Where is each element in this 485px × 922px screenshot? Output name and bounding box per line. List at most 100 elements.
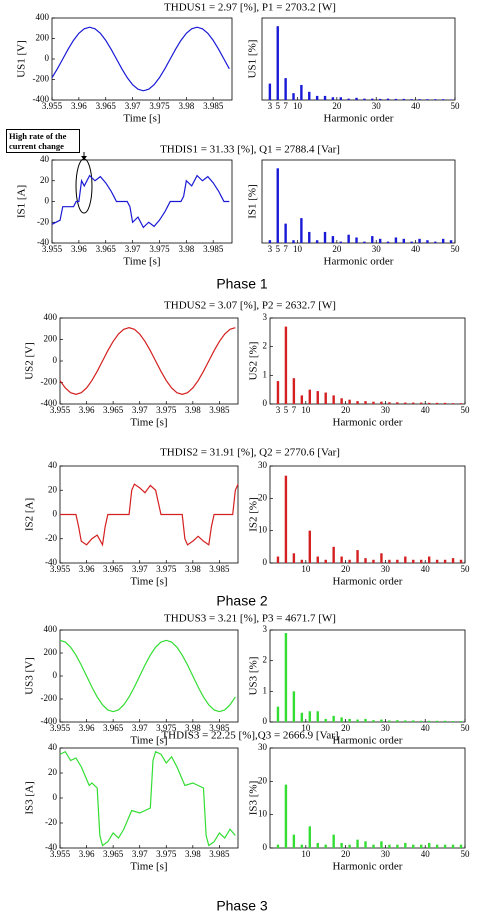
harmonic-bar	[339, 97, 342, 100]
harmonic-bar	[388, 402, 391, 404]
x-tick-label: 50	[461, 723, 471, 733]
harmonic-bar	[355, 97, 358, 100]
row-title: THDIS1 = 31.33 [%], Q1 = 2788.4 [Var]	[160, 144, 340, 156]
harmonic-bar	[386, 241, 390, 243]
harmonic-bar	[339, 241, 342, 243]
x-tick-label: 40	[411, 101, 421, 111]
x-tick-label: 3	[268, 244, 273, 254]
y-axis-label: IS1 [A]	[16, 185, 28, 218]
x-tick-label: 3.955	[50, 405, 71, 415]
y-tick-label: -40	[45, 842, 57, 852]
y-tick-label: 30	[258, 460, 268, 470]
plot-frame	[269, 317, 466, 405]
harmonic-bar	[292, 553, 296, 563]
x-tick-label: 20	[341, 849, 351, 859]
y-axis-label: IS2 [%]	[248, 497, 260, 532]
harmonic-bar	[300, 844, 304, 848]
harmonic-bar	[276, 26, 279, 101]
harmonic-bar	[324, 718, 327, 722]
harmonic-bar	[308, 389, 311, 404]
y-tick-label: -20	[45, 533, 57, 543]
y-axis-label: IS3 [%]	[248, 781, 260, 816]
plot-frame	[59, 465, 239, 564]
harmonic-bar	[394, 237, 398, 243]
y-tick-label: 20	[258, 775, 268, 785]
y-tick-label: 0	[263, 842, 268, 852]
harmonic-bar	[380, 401, 383, 404]
x-tick-label: 3.97	[132, 564, 148, 574]
harmonic-bar	[459, 403, 463, 404]
x-tick-label: 3.965	[103, 723, 124, 733]
y-tick-label: 0	[263, 557, 268, 567]
harmonic-bar	[388, 844, 391, 848]
x-tick-label: 40	[411, 244, 421, 254]
harmonic-bar	[292, 691, 296, 722]
y-tick-label: 200	[36, 33, 50, 43]
harmonic-bar	[364, 558, 367, 563]
x-tick-label: 3.97	[132, 723, 148, 733]
x-tick-label: 7	[283, 101, 288, 111]
harmonic-bar	[427, 402, 431, 404]
x-tick-label: 3.955	[42, 101, 63, 111]
y-axis-label: US3 [%]	[248, 657, 260, 696]
harmonic-bar	[356, 401, 359, 404]
x-tick-label: 50	[461, 405, 471, 415]
y-tick-label: -40	[45, 557, 57, 567]
harmonic-bar	[284, 223, 287, 243]
harmonic-bar	[300, 218, 303, 243]
y-tick-label: 3	[263, 312, 268, 322]
harmonic-bar	[332, 715, 335, 722]
row-title: THDUS3 = 3.21 [%], P3 = 4671.7 [W]	[164, 613, 336, 625]
x-tick-label: 3.98	[185, 849, 201, 859]
y-axis-label: US2 [V]	[24, 342, 36, 380]
harmonic-bar	[372, 720, 375, 722]
x-tick-label: 3.965	[103, 405, 124, 415]
harmonic-bar	[380, 841, 383, 848]
harmonic-bar	[402, 238, 405, 243]
x-tick-label: 3.975	[156, 564, 177, 574]
y-tick-label: 400	[36, 12, 50, 22]
harmonic-bar	[308, 231, 311, 243]
x-tick-label: 30	[372, 101, 382, 111]
harmonic-bar	[420, 720, 423, 722]
harmonic-bar	[308, 826, 311, 848]
harmonic-bar	[426, 99, 429, 100]
y-tick-label: 0	[53, 792, 58, 802]
x-tick-label: 3.975	[156, 405, 177, 415]
y-tick-label: 200	[44, 647, 58, 657]
y-tick-label: 200	[44, 334, 58, 344]
harmonic-bar	[276, 844, 280, 848]
x-tick-label: 50	[451, 244, 461, 254]
y-tick-label: -400	[41, 716, 58, 726]
waveform-line	[51, 26, 230, 92]
x-axis-label: Time [s]	[130, 417, 167, 429]
harmonic-bar	[404, 720, 407, 722]
harmonic-bar	[388, 720, 391, 722]
harmonic-bar	[420, 559, 423, 563]
harmonic-bar	[308, 530, 311, 563]
x-tick-label: 5	[284, 405, 289, 415]
row-title: THDUS1 = 2.97 [%], P1 = 2703.2 [W]	[164, 2, 336, 14]
harmonic-bar	[434, 241, 437, 243]
harmonic-bar	[443, 720, 447, 722]
x-tick-label: 3.96	[71, 101, 87, 111]
harmonic-bar	[332, 546, 335, 563]
waveform-line	[59, 327, 236, 395]
x-tick-label: 3.98	[185, 405, 201, 415]
x-tick-label: 3.985	[203, 244, 224, 254]
x-tick-label: 30	[381, 723, 391, 733]
harmonic-bar	[449, 99, 453, 100]
x-tick-label: 3.96	[71, 244, 87, 254]
y-tick-label: 1	[263, 685, 268, 695]
harmonic-bar	[427, 556, 431, 563]
harmonic-bar	[276, 556, 280, 563]
harmonic-bar	[324, 392, 327, 404]
waveform-line	[60, 483, 239, 547]
harmonic-bar	[340, 717, 343, 722]
x-tick-label: 10	[301, 723, 311, 733]
harmonic-bar	[348, 559, 351, 563]
harmonic-bar	[300, 712, 304, 722]
x-tick-label: 7	[292, 405, 297, 415]
x-tick-label: 3.965	[103, 564, 124, 574]
x-tick-label: 3.96	[79, 405, 95, 415]
